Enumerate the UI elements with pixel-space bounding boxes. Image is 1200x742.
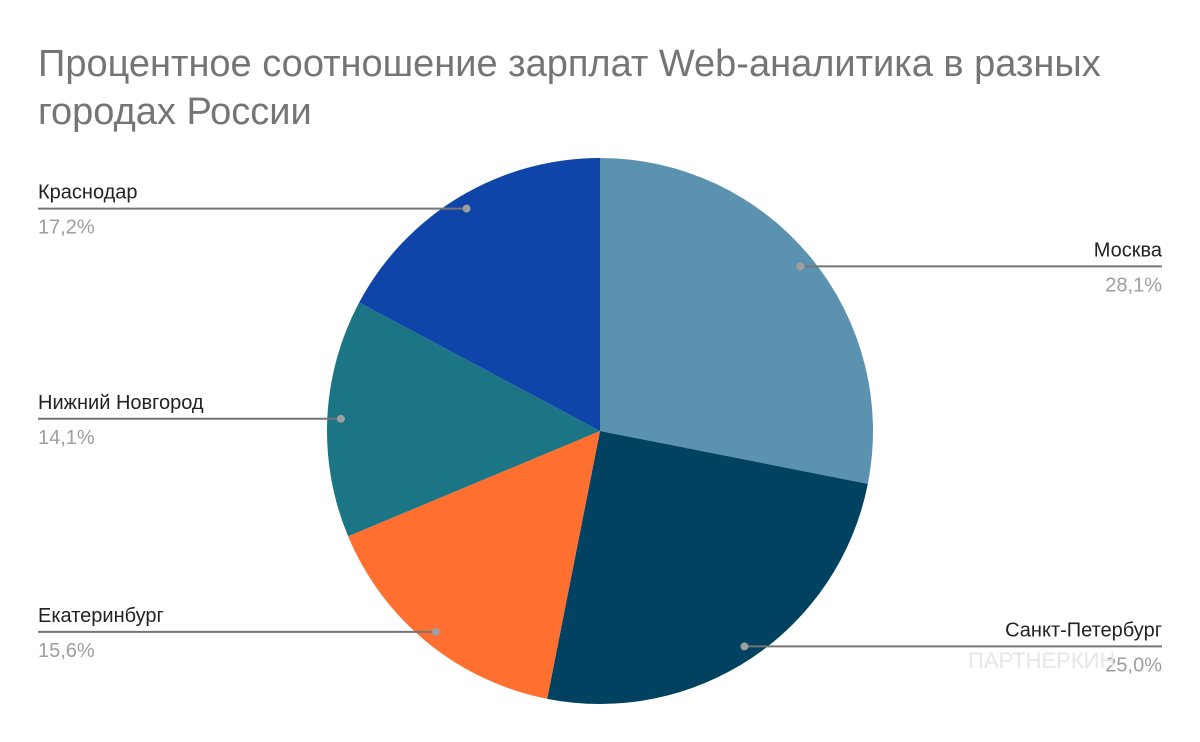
pie-slice — [359, 158, 600, 431]
slice-label: Санкт-Петербург — [1005, 619, 1162, 641]
slice-value-label: 15,6% — [38, 640, 95, 662]
slice-label: Москва — [1094, 239, 1163, 261]
watermark: ПАРТНЕРКИН — [968, 648, 1115, 673]
chart-title: Процентное соотношение зарплат Web-анали… — [38, 43, 1101, 133]
leader-dot — [740, 642, 749, 651]
slice-value-label: 28,1% — [1105, 274, 1162, 296]
slice-value-label: 25,0% — [1105, 654, 1162, 676]
leader-dot — [431, 627, 440, 636]
pie-slice — [600, 158, 873, 484]
slice-label: Краснодар — [38, 182, 138, 204]
pie-slice — [348, 431, 600, 699]
leader-dot — [796, 262, 805, 271]
leader-dot — [336, 414, 345, 423]
pie-slice — [547, 431, 868, 704]
slice-label: Екатеринбург — [38, 605, 164, 627]
leader-dot — [462, 204, 471, 213]
slice-value-label: 17,2% — [38, 217, 95, 239]
slice-label: Нижний Новгород — [38, 392, 204, 414]
slice-value-label: 14,1% — [38, 427, 95, 449]
pie-slice — [327, 302, 600, 537]
